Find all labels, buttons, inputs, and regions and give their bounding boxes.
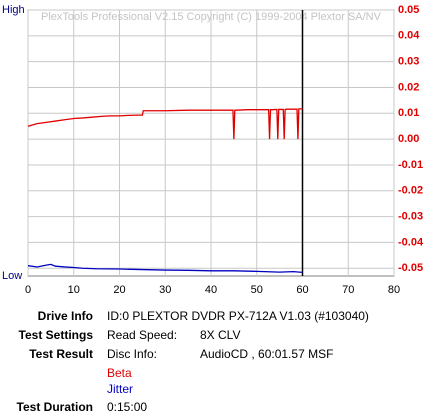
- y-tick-label: 0.00: [398, 133, 419, 145]
- chart: PlexTools Professional V2.15 Copyright (…: [2, 4, 424, 296]
- x-tick-label: 60: [296, 284, 308, 296]
- value: 8X CLV: [200, 328, 241, 342]
- y-low-label: Low: [2, 270, 22, 282]
- x-tick-label: 50: [251, 284, 263, 296]
- y-tick-label: -0.03: [398, 211, 423, 223]
- x-tick-label: 10: [68, 284, 80, 296]
- value: ID:0 PLEXTOR DVDR PX-712A V1.03 (#103040…: [107, 309, 369, 323]
- legend-beta: Beta: [107, 366, 132, 380]
- x-tick-label: 20: [113, 284, 125, 296]
- x-tick-label: 30: [159, 284, 171, 296]
- y-tick-label: 0.03: [398, 56, 419, 68]
- label: Test Settings: [18, 328, 93, 342]
- series-line: [27, 108, 303, 140]
- y-tick-label: 0.01: [398, 107, 419, 119]
- value: AudioCD , 60:01.57 MSF: [200, 347, 334, 361]
- label: Test Duration: [16, 400, 93, 414]
- y-tick-label: 0.05: [398, 4, 419, 16]
- key: Disc Info:: [107, 347, 158, 361]
- x-tick-label: 40: [205, 284, 217, 296]
- label: Test Result: [29, 347, 93, 361]
- x-tick-label: 80: [388, 284, 400, 296]
- y-high-label: High: [2, 4, 25, 16]
- legend-jitter: Jitter: [107, 382, 134, 396]
- y-tick-label: -0.04: [398, 236, 424, 248]
- label: Drive Info: [37, 309, 93, 323]
- y-tick-label: -0.05: [398, 262, 423, 274]
- y-tick-label: -0.01: [398, 159, 423, 171]
- key: Read Speed:: [107, 328, 178, 342]
- y-tick-label: -0.02: [398, 185, 423, 197]
- x-tick-label: 70: [342, 284, 354, 296]
- x-tick-label: 0: [25, 284, 31, 296]
- value: 0:15:00: [107, 400, 148, 414]
- y-tick-label: 0.04: [398, 30, 420, 42]
- series-line: [27, 263, 303, 274]
- y-tick-label: 0.02: [398, 81, 419, 93]
